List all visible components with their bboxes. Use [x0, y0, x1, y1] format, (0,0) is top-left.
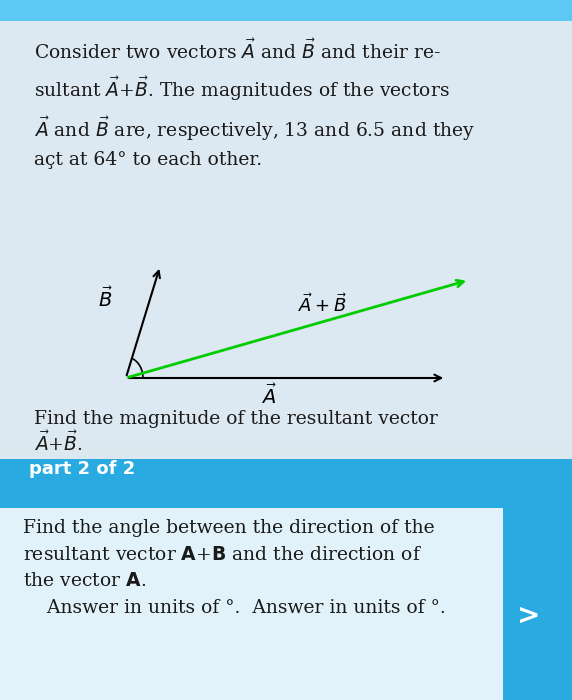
Text: Find the magnitude of the resultant vector: Find the magnitude of the resultant vect… — [34, 410, 438, 428]
Text: $\vec{A}$+$\vec{B}$.: $\vec{A}$+$\vec{B}$. — [34, 430, 83, 455]
FancyBboxPatch shape — [0, 0, 572, 21]
Text: part 2 of 2: part 2 of 2 — [29, 460, 135, 478]
Text: $\vec{B}$: $\vec{B}$ — [98, 287, 113, 311]
Text: >: > — [518, 602, 541, 630]
FancyBboxPatch shape — [0, 21, 572, 441]
FancyBboxPatch shape — [503, 458, 572, 700]
Text: $\vec{A}$: $\vec{A}$ — [261, 384, 277, 407]
FancyBboxPatch shape — [0, 458, 503, 507]
Text: Find the angle between the direction of the
resultant vector $\mathbf{A}$+$\math: Find the angle between the direction of … — [23, 519, 446, 617]
Text: Consider two vectors $\vec{A}$ and $\vec{B}$ and their re-
sultant $\vec{A}$+$\v: Consider two vectors $\vec{A}$ and $\vec… — [34, 38, 475, 169]
FancyBboxPatch shape — [0, 508, 572, 700]
Text: $\vec{A}+\vec{B}$: $\vec{A}+\vec{B}$ — [299, 293, 348, 316]
